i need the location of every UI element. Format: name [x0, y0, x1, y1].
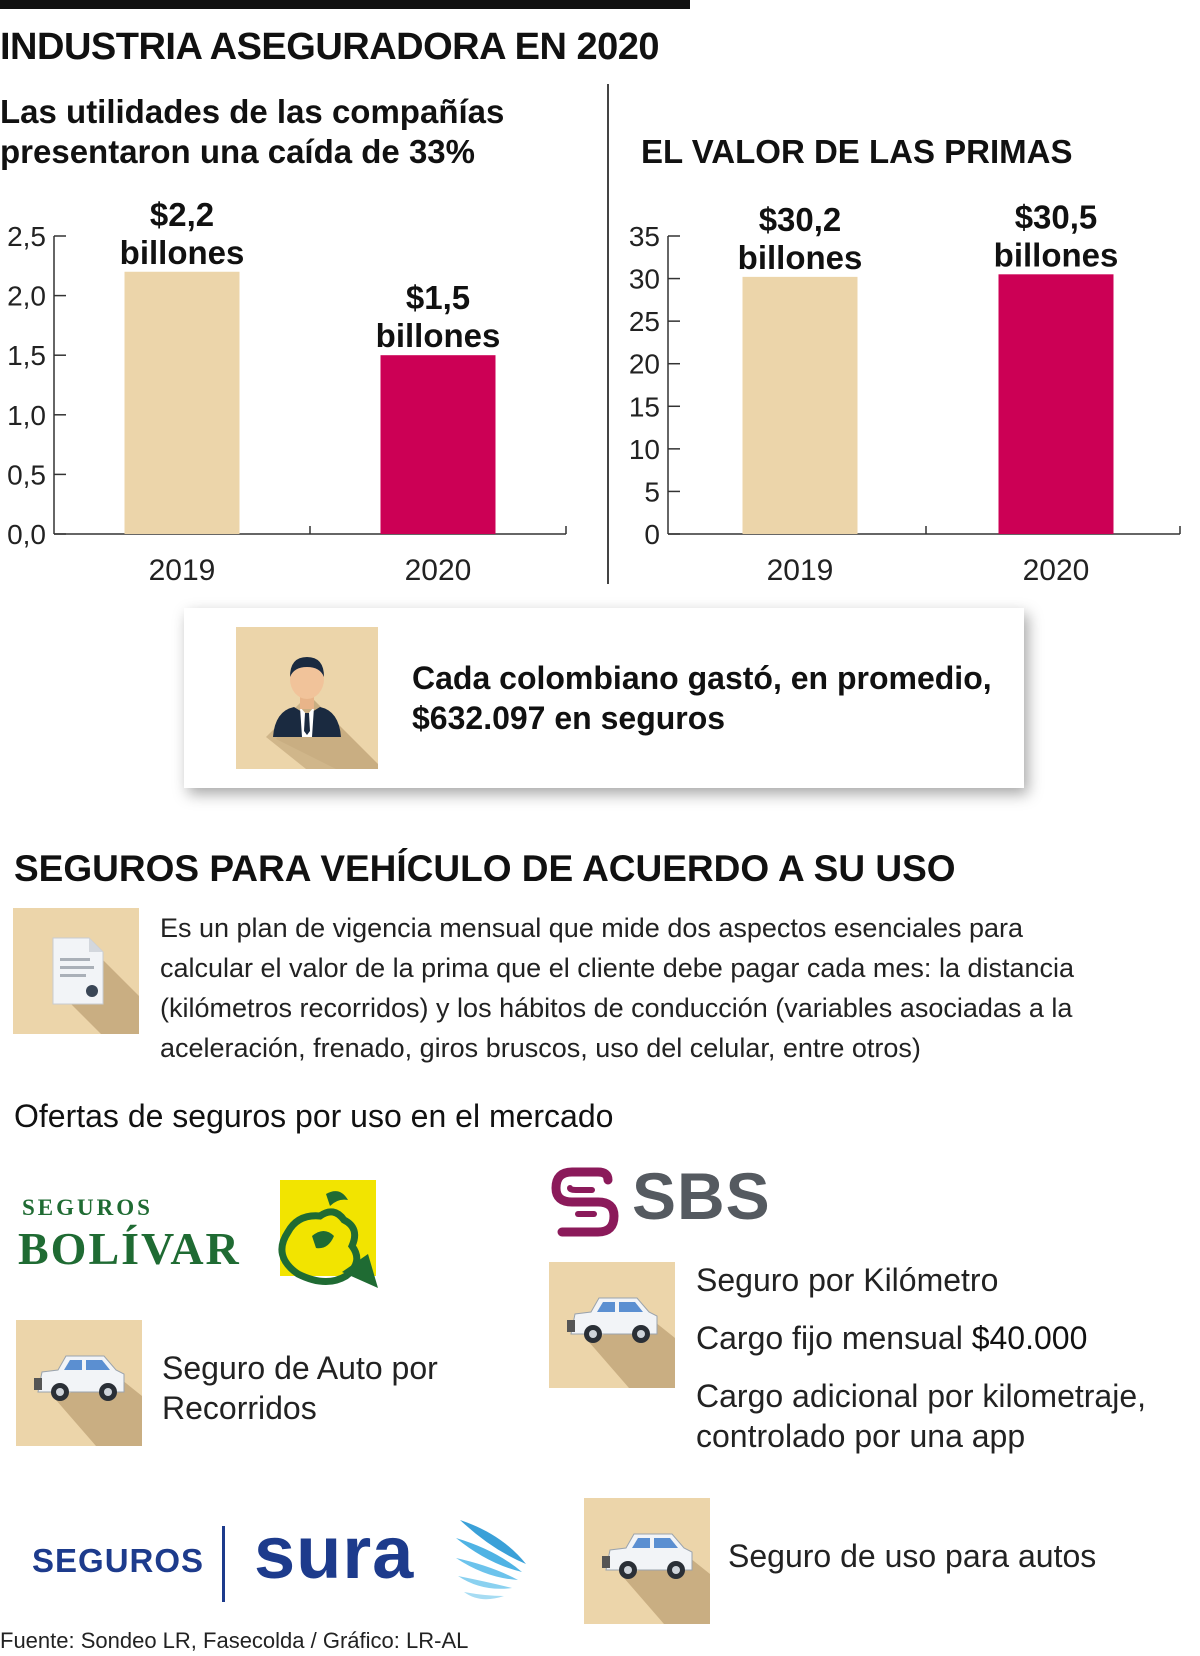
data-label-unit: billones — [120, 234, 245, 271]
y-tick-label: 0,5 — [7, 459, 46, 490]
y-tick-label: 35 — [629, 221, 660, 252]
x-tick-label: 2019 — [767, 554, 834, 587]
sbs-line-2-prefix: Cargo fijo mensual — [696, 1320, 972, 1356]
sura-logo-right: sura — [254, 1511, 415, 1594]
data-label-unit: billones — [376, 317, 501, 354]
bolivar-logo-big: BOLÍVAR — [18, 1223, 241, 1274]
chart2-title-line-1: EL VALOR DE LAS PRIMAS — [641, 133, 1073, 170]
data-label-value: $2,2 — [150, 196, 214, 233]
bolivar-logo-small: SEGUROS — [22, 1195, 153, 1220]
y-tick-label: 25 — [629, 306, 660, 337]
document-icon — [13, 908, 139, 1034]
sbs-line-1: Seguro por Kilómetro — [696, 1262, 999, 1298]
bar-2020 — [998, 274, 1114, 534]
data-label-unit: billones — [738, 239, 863, 276]
sura-wing-icon — [456, 1520, 526, 1600]
top-rule — [0, 0, 690, 9]
car-icon — [584, 1498, 710, 1624]
sbs-logo-text: SBS — [632, 1159, 771, 1233]
sura-logo-divider — [222, 1526, 225, 1602]
y-tick-label: 10 — [629, 434, 660, 465]
x-tick-label: 2020 — [405, 554, 472, 587]
data-label-value: $30,2 — [759, 201, 842, 238]
x-tick-label: 2020 — [1023, 554, 1090, 587]
sura-logo-left: SEGUROS — [32, 1542, 205, 1579]
chart1-title-line-1: Las utilidades de las compañías — [0, 93, 505, 130]
y-tick-label: 2,0 — [7, 281, 46, 312]
car-icon — [16, 1320, 142, 1446]
y-tick-label: 1,0 — [7, 400, 46, 431]
y-tick-label: 2,5 — [7, 221, 46, 252]
section-description: Es un plan de vigencia mensual que mide … — [160, 913, 1075, 1063]
y-tick-label: 0,0 — [7, 519, 46, 550]
source-note: Fuente: Sondeo LR, Fasecolda / Gráfico: … — [0, 1628, 469, 1653]
bar-2019 — [124, 271, 240, 534]
y-tick-label: 20 — [629, 349, 660, 380]
page-title: INDUSTRIA ASEGURADORA EN 2020 — [0, 26, 660, 68]
chart-primas: 051015202530352019$30,2billones2020$30,5… — [629, 198, 1181, 587]
data-label-value: $1,5 — [406, 279, 470, 316]
section-title: SEGUROS PARA VEHÍCULO DE ACUERDO A SU US… — [14, 848, 956, 889]
sbs-line-3: Cargo adicional por kilometraje, control… — [696, 1378, 1146, 1454]
car-icon — [549, 1262, 675, 1388]
bar-2020 — [380, 355, 496, 534]
spending-text: Cada colombiano gastó, en promedio, $632… — [412, 660, 992, 736]
y-tick-label: 30 — [629, 264, 660, 295]
sura-product: Seguro de uso para autos — [728, 1538, 1097, 1574]
offers-title: Ofertas de seguros por uso en el mercado — [14, 1098, 614, 1134]
chart1-title: Las utilidades de las compañías presenta… — [0, 92, 504, 172]
x-tick-label: 2019 — [149, 554, 216, 587]
chart1-title-line-2: presentaron una caída de 33% — [0, 133, 476, 170]
person-icon — [236, 627, 378, 769]
data-label-unit: billones — [994, 236, 1119, 273]
data-label-value: $30,5 — [1015, 198, 1098, 235]
y-tick-label: 1,5 — [7, 340, 46, 371]
sbs-line-2: Cargo fijo mensual $40.000 — [696, 1318, 1087, 1358]
chart2-title: EL VALOR DE LAS PRIMAS — [641, 132, 1072, 172]
sbs-fixed-charge: $40.000 — [971, 1320, 1088, 1356]
bolivar-emblem-icon — [278, 1180, 378, 1288]
bar-2019 — [742, 276, 858, 534]
y-tick-label: 15 — [629, 391, 660, 422]
sbs-logo-icon — [551, 1167, 619, 1237]
chart-utilidades: 0,00,51,01,52,02,52019$2,2billones2020$1… — [7, 196, 567, 587]
y-tick-label: 0 — [644, 519, 660, 550]
bolivar-product: Seguro de Auto por Recorridos — [162, 1350, 438, 1426]
section-divider — [607, 84, 609, 584]
y-tick-label: 5 — [644, 476, 660, 507]
